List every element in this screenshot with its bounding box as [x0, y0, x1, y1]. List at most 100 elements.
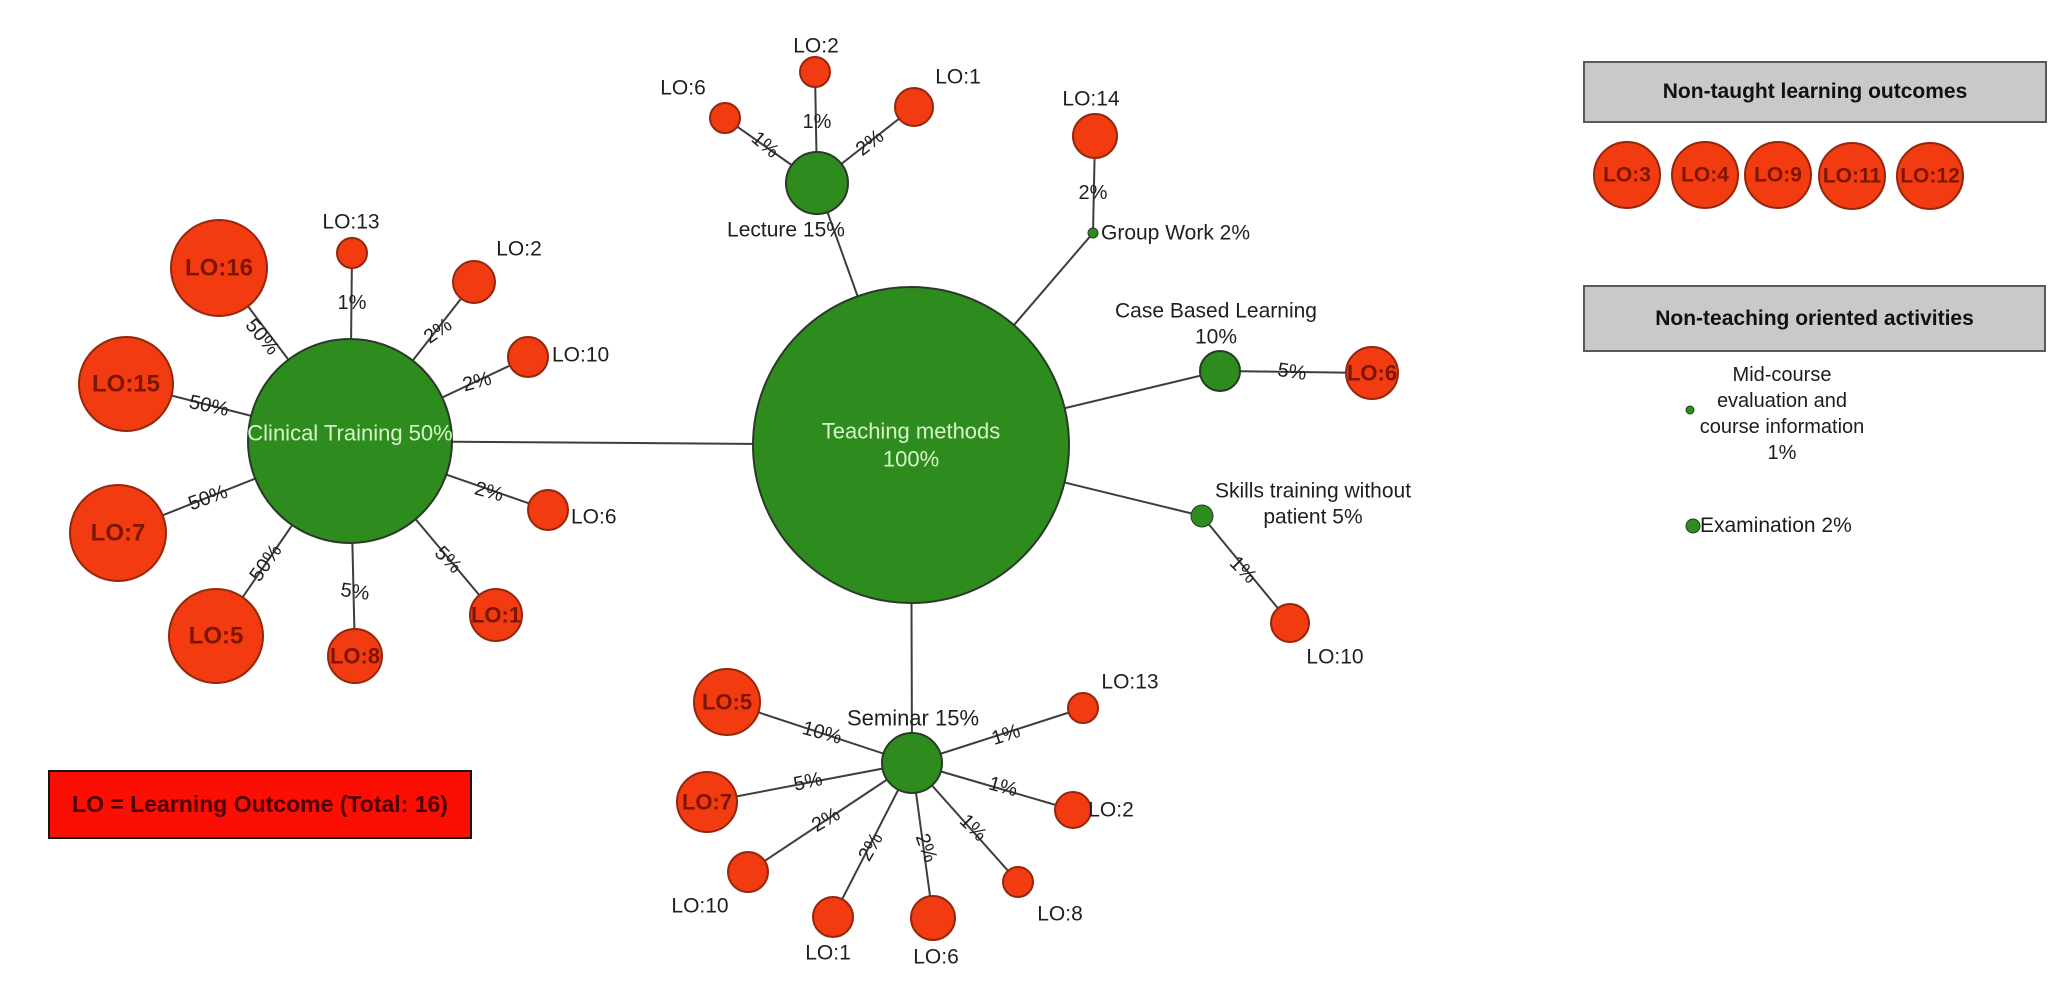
- node-c-lo8: [327, 628, 383, 684]
- node-label-cbl-1: Case Based Learning: [1115, 300, 1317, 323]
- node-label-skills-1: Skills training without: [1215, 480, 1411, 503]
- node-se-lo8: [1002, 866, 1034, 898]
- node-teaching: [752, 286, 1070, 604]
- node-label-se-lo8: LO:8: [1037, 903, 1083, 926]
- node-label-cbl-2: 10%: [1195, 326, 1237, 349]
- node-se-lo13: [1067, 692, 1099, 724]
- edge-label-clinical-c-lo6: 2%: [472, 478, 506, 507]
- node-label-clinical: Clinical Training 50%: [247, 421, 452, 446]
- edge-label-clinical-c-lo13: 1%: [338, 292, 367, 314]
- node-label-g-lo14: LO:14: [1062, 88, 1120, 111]
- node-p-lo9: [1744, 141, 1812, 209]
- node-clinical: [247, 338, 453, 544]
- edge-label-seminar-se-lo8: 1%: [955, 810, 991, 846]
- edge-skills-s-lo10: [1201, 515, 1291, 624]
- node-exam-dot: [1685, 518, 1701, 534]
- node-p-lo4: [1671, 141, 1739, 209]
- examination-label: Examination 2%: [1700, 514, 1852, 537]
- node-c-lo15: [78, 336, 174, 432]
- node-se-lo10: [727, 851, 769, 893]
- node-l-lo6: [709, 102, 741, 134]
- node-label-lecture: Lecture 15%: [727, 219, 845, 242]
- midcourse-line-3: course information: [1699, 416, 1865, 438]
- lo-legend-box: LO = Learning Outcome (Total: 16): [48, 770, 472, 839]
- edge-label-clinical-c-lo16: 50%: [241, 315, 284, 360]
- node-groupwork: [1087, 227, 1099, 239]
- edge-label-clinical-c-lo5: 50%: [246, 540, 287, 586]
- node-c-lo1: [469, 588, 523, 642]
- node-seminar: [881, 732, 943, 794]
- node-cb-lo6: [1345, 346, 1399, 400]
- node-label-skills-2: patient 5%: [1263, 506, 1362, 529]
- node-c-lo10: [507, 336, 549, 378]
- node-l-lo1: [894, 87, 934, 127]
- node-p-lo3: [1593, 141, 1661, 209]
- edge-label-seminar-se-lo1: 2%: [854, 829, 888, 865]
- node-label-teaching-2: 100%: [883, 447, 939, 472]
- edge-label-clinical-c-lo10: 2%: [460, 368, 494, 397]
- edge-label-seminar-se-lo6: 2%: [911, 831, 942, 866]
- node-se-lo1: [812, 896, 854, 938]
- node-midcourse-dot: [1685, 405, 1695, 415]
- node-label-c-lo8: LO:8: [330, 644, 380, 669]
- midcourse-line-4: 1%: [1767, 442, 1797, 464]
- node-label-p-lo11: LO:11: [1823, 165, 1882, 188]
- node-label-c-lo10: LO:10: [552, 344, 609, 367]
- node-g-lo14: [1072, 113, 1118, 159]
- node-s-lo10: [1270, 603, 1310, 643]
- non-taught-outcomes-title: Non-taught learning outcomes: [1662, 80, 1968, 103]
- node-label-c-lo7: LO:7: [91, 520, 146, 547]
- node-label-l-lo6: LO:6: [660, 77, 706, 100]
- edge-label-seminar-se-lo2: 1%: [986, 773, 1020, 802]
- edge-label-groupwork-g-lo14: 2%: [1079, 182, 1108, 204]
- node-label-c-lo16: LO:16: [185, 255, 253, 282]
- node-label-se-lo7: LO:7: [682, 790, 732, 815]
- node-label-seminar: Seminar 15%: [847, 706, 979, 731]
- midcourse-line-2: evaluation and: [1716, 390, 1848, 412]
- node-c-lo13: [336, 237, 368, 269]
- node-se-lo2: [1054, 791, 1092, 829]
- edge-seminar-se-lo7: [706, 762, 913, 803]
- edge-label-clinical-c-lo8: 5%: [339, 579, 371, 605]
- node-c-lo7: [69, 484, 167, 582]
- node-se-lo5: [693, 668, 761, 736]
- edge-label-lecture-l-lo2: 1%: [803, 111, 832, 133]
- node-label-teaching-1: Teaching methods: [822, 419, 1001, 444]
- node-label-l-lo1: LO:1: [935, 66, 981, 89]
- node-label-se-lo6: LO:6: [913, 946, 959, 969]
- edge-label-seminar-se-lo13: 1%: [989, 720, 1023, 750]
- node-label-l-lo2: LO:2: [793, 35, 839, 58]
- node-label-se-lo10: LO:10: [671, 895, 728, 918]
- edge-seminar-se-lo10: [747, 762, 913, 873]
- midcourse-activity-label: Mid-course evaluation and course informa…: [1652, 362, 1912, 466]
- midcourse-line-1: Mid-course: [1732, 364, 1832, 386]
- node-l-lo2: [799, 56, 831, 88]
- node-se-lo6: [910, 895, 956, 941]
- node-lecture: [785, 151, 849, 215]
- node-skills: [1190, 504, 1214, 528]
- node-label-c-lo15: LO:15: [92, 371, 160, 398]
- node-p-lo11: [1818, 142, 1886, 210]
- node-label-s-lo10: LO:10: [1306, 646, 1363, 669]
- edge-label-clinical-c-lo15: 50%: [187, 391, 231, 421]
- node-label-se-lo2: LO:2: [1088, 799, 1134, 822]
- edge-label-lecture-l-lo6: 1%: [747, 127, 783, 163]
- node-label-c-lo13: LO:13: [322, 211, 379, 234]
- edge-label-seminar-se-lo7: 5%: [792, 768, 825, 796]
- node-label-c-lo5: LO:5: [189, 623, 244, 650]
- node-label-se-lo5: LO:5: [702, 690, 752, 715]
- non-teaching-activities-title: Non-teaching oriented activities: [1655, 306, 1974, 330]
- node-label-groupwork: Group Work 2%: [1101, 222, 1250, 245]
- node-se-lo7: [676, 771, 738, 833]
- node-label-se-lo1: LO:1: [805, 942, 851, 965]
- node-label-c-lo2: LO:2: [496, 238, 542, 261]
- node-label-p-lo12: LO:12: [1900, 165, 1960, 188]
- lo-legend-text: LO = Learning Outcome (Total: 16): [72, 791, 448, 817]
- node-cbl: [1199, 350, 1241, 392]
- edge-label-cbl-cb-lo6: 5%: [1276, 359, 1308, 385]
- node-c-lo2: [452, 260, 496, 304]
- node-c-lo16: [170, 219, 268, 317]
- node-p-lo12: [1896, 142, 1964, 210]
